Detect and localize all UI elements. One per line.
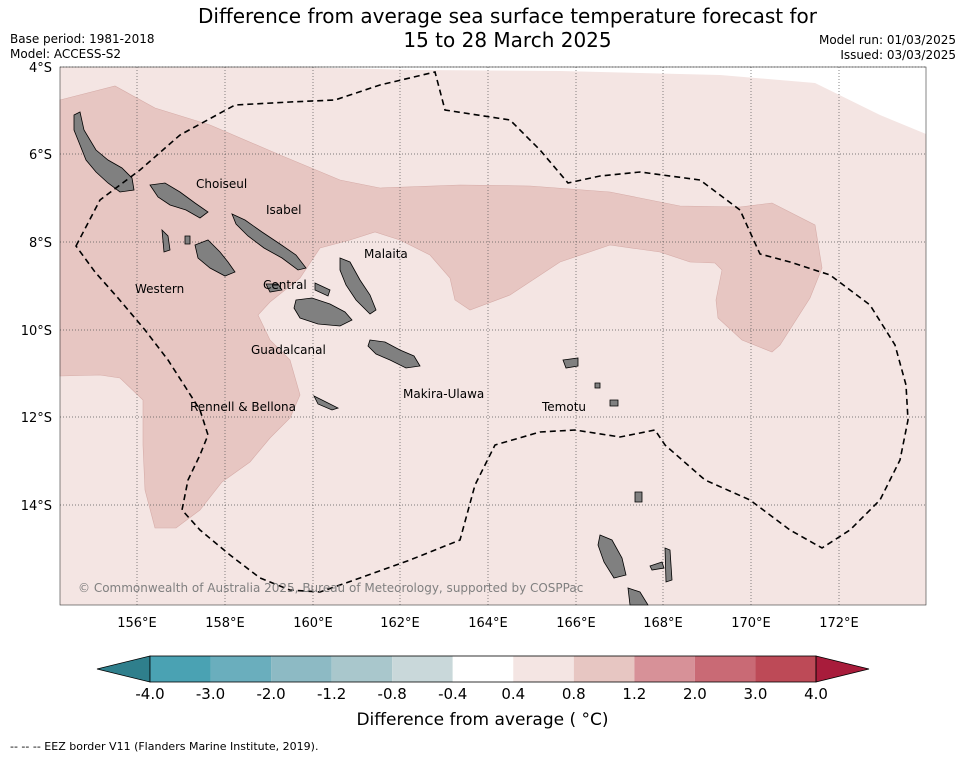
model-run: Model run: 01/03/2025 [818, 33, 956, 47]
colorbar-segment [694, 656, 756, 682]
map-title-line2: 15 to 28 March 2025 [403, 28, 612, 52]
island-western [73, 111, 135, 193]
sst-anomaly-map: 4°S 6°S 8°S 10°S 12°S 14°S 156°E 158°E 1… [21, 61, 927, 631]
colorbar-segment [573, 656, 635, 682]
place-central: Central [263, 278, 307, 292]
issued-date: Issued: 03/03/2025 [840, 48, 956, 62]
place-rennell-bellona: Rennell & Bellona [190, 400, 296, 414]
colorbar-tick-label: 3.0 [744, 685, 768, 703]
island-choiseul [149, 182, 209, 219]
no-data-area [288, 67, 926, 134]
island-makira [367, 339, 421, 369]
colorbar-tick-label: 4.0 [804, 685, 828, 703]
island-small-3 [634, 491, 643, 503]
colorbar-outline [149, 655, 817, 683]
copyright-notice: © Commonwealth of Australia 2025, Bureau… [78, 581, 583, 595]
island-vanuatu-4 [649, 561, 665, 571]
island-malaita [339, 257, 377, 315]
place-choiseul: Choiseul [196, 177, 247, 191]
island-small-4 [314, 282, 331, 297]
island-central [265, 283, 283, 293]
colorbar-segments [96, 655, 870, 683]
island-rennell [313, 395, 340, 411]
colorbar-tick-label: 2.0 [683, 685, 707, 703]
island-small-2 [594, 382, 601, 389]
eez-legend-note: -- -- -- EEZ border V11 (Flanders Marine… [10, 740, 319, 753]
colorbar-title: Difference from average ( °C) [356, 710, 609, 730]
colorbar-segment [271, 656, 332, 682]
colorbar-tick-label: -2.0 [256, 685, 285, 703]
lat-label-8s: 8°S [29, 236, 52, 251]
place-western: Western [135, 282, 184, 296]
map-frame [59, 66, 927, 606]
lat-label-14s: 14°S [21, 499, 52, 514]
island-vella [161, 228, 171, 253]
island-guadalcanal [293, 297, 353, 327]
island-small-1 [609, 399, 619, 407]
colorbar-tick-label: 0.8 [562, 685, 586, 703]
island-isabel [231, 213, 307, 271]
place-temotu: Temotu [541, 400, 586, 414]
colorbar-ticks: -4.0 -3.0 -2.0 -1.2 -0.8 -0.4 0.4 0.8 1.2 2.0 3.0 4… [135, 685, 828, 703]
lat-label-4s: 4°S [29, 61, 52, 76]
lon-label-166e: 166°E [556, 616, 596, 631]
colorbar-segment [513, 656, 574, 682]
colorbar-segment [210, 656, 272, 682]
colorbar-segment [452, 656, 514, 682]
colorbar-tick-label: 0.4 [501, 685, 525, 703]
colorbar-extend-low [96, 655, 151, 683]
colorbar-tick-label: -0.4 [438, 685, 467, 703]
anomaly-field-warm [59, 85, 823, 529]
place-makira-ulawa: Makira-Ulawa [403, 387, 484, 401]
colorbar-segment [150, 656, 211, 682]
colorbar-segment [634, 656, 695, 682]
lat-label-6s: 6°S [29, 148, 52, 163]
colorbar-tick-label: -0.8 [378, 685, 407, 703]
meta-left: Base period: 1981-2018 Model: ACCESS-S2 [10, 32, 155, 62]
lon-label-156e: 156°E [117, 616, 157, 631]
island-santa-cruz [562, 357, 579, 369]
lat-label-12s: 12°S [21, 411, 52, 426]
place-isabel: Isabel [266, 203, 301, 217]
model-name: Model: ACCESS-S2 [10, 47, 122, 61]
colorbar-segment [755, 656, 816, 682]
place-malaita: Malaita [364, 247, 408, 261]
colorbar-segment [331, 656, 393, 682]
colorbar: -4.0 -3.0 -2.0 -1.2 -0.8 -0.4 0.4 0.8 1.2 2.0 3.0 4… [96, 655, 870, 703]
colorbar-tick-label: 1.2 [622, 685, 646, 703]
lon-label-164e: 164°E [468, 616, 508, 631]
island-vanuatu-3 [664, 547, 673, 583]
land-masses [73, 111, 673, 606]
island-small-5 [184, 235, 191, 245]
colorbar-tick-label: -1.2 [317, 685, 346, 703]
meta-right: Model run: 01/03/2025 Issued: 03/03/2025 [819, 33, 956, 63]
lon-label-170e: 170°E [731, 616, 771, 631]
lat-label-10s: 10°S [21, 324, 52, 339]
eez-border [75, 71, 909, 593]
colorbar-tick-label: -3.0 [196, 685, 225, 703]
lon-label-158e: 158°E [205, 616, 245, 631]
island-new-georgia [194, 239, 236, 277]
base-period: Base period: 1981-2018 [10, 32, 155, 46]
lon-label-168e: 168°E [643, 616, 683, 631]
colorbar-extend-high [815, 655, 870, 683]
lon-label-172e: 172°E [819, 616, 859, 631]
colorbar-segment [392, 656, 453, 682]
island-vanuatu-1 [597, 534, 627, 579]
place-guadalcanal: Guadalcanal [251, 343, 326, 357]
colorbar-tick-label: -4.0 [135, 685, 164, 703]
map-title-line1: Difference from average sea surface temp… [197, 4, 817, 28]
lon-label-162e: 162°E [380, 616, 420, 631]
lon-label-160e: 160°E [293, 616, 333, 631]
